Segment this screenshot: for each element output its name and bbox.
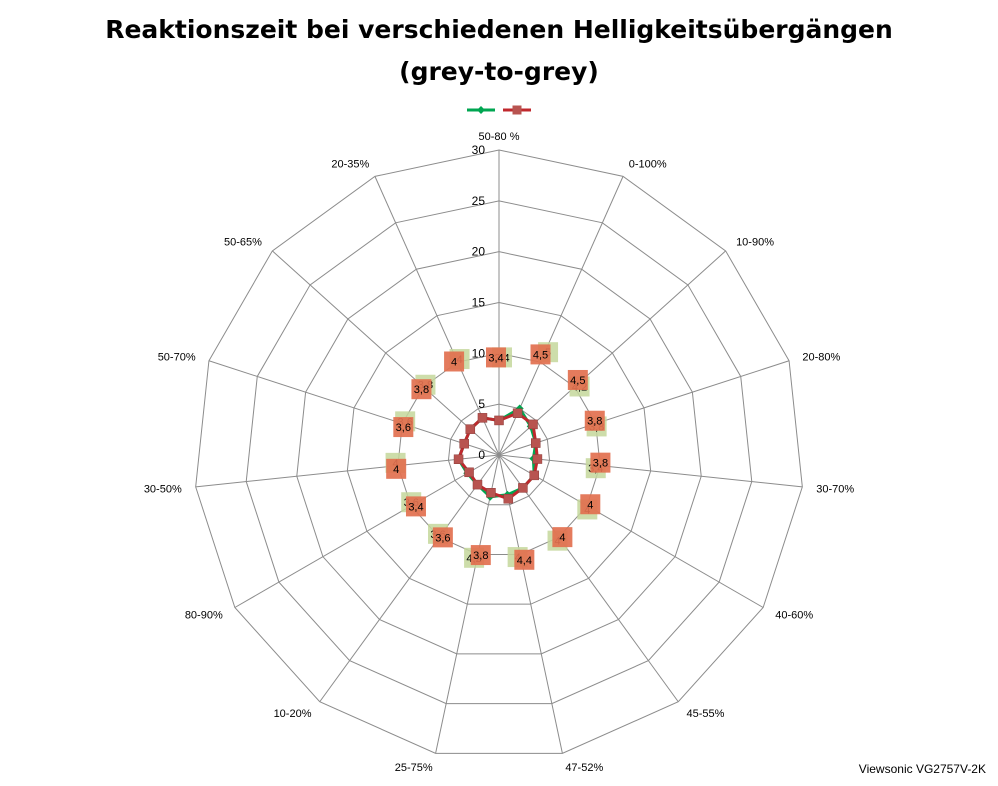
data-label-box	[590, 452, 611, 473]
tick-label: 5	[478, 397, 485, 411]
category-label: 50-65%	[224, 237, 262, 249]
series-2-marker	[530, 438, 541, 448]
radial-tick-labels: 0 5 10 15 20 25 30	[472, 143, 486, 462]
category-labels: 50-80 % 0-100% 10-90% 20-80% 30-70% 40-60% 45-…	[144, 131, 855, 774]
grid-spoke	[208, 360, 500, 456]
series-2-marker	[512, 408, 523, 418]
data-labels: 3,454,23,83,44444,23,63,643,63,843,44,54…	[385, 342, 611, 570]
series-line-2	[457, 411, 539, 501]
data-label: 3,6	[435, 532, 450, 544]
category-label: 20-80%	[802, 351, 840, 363]
tick-label: 10	[472, 346, 486, 360]
category-label: 47-52%	[565, 762, 603, 774]
series-2-marker	[465, 424, 476, 434]
data-label: 4	[587, 499, 593, 511]
series-2-marker	[529, 470, 539, 481]
data-label: 4	[393, 464, 399, 476]
data-label-box	[567, 369, 588, 390]
data-label-box	[552, 527, 573, 548]
grid-spoke	[195, 454, 500, 488]
grid-spoke	[498, 454, 803, 488]
tick-label: 30	[472, 143, 486, 157]
data-label-box	[486, 347, 506, 368]
chart-subtitle: (grey-to-grey)	[399, 57, 599, 86]
series-2-marker	[464, 467, 474, 478]
data-label: 3,6	[396, 422, 411, 434]
data-label-box	[432, 527, 453, 548]
grid-ring-5	[447, 403, 551, 506]
category-label: 25-75%	[395, 762, 433, 774]
data-label: 3,4	[408, 501, 423, 513]
category-label: 10-20%	[274, 708, 312, 720]
data-label: 3,8	[587, 416, 602, 428]
tick-label: 20	[472, 245, 486, 259]
series-2-marker	[486, 488, 496, 498]
category-label: 10-90%	[736, 237, 774, 249]
series-2-marker	[494, 415, 504, 426]
data-label: 4,4	[517, 555, 532, 567]
category-label: 20-35%	[331, 159, 369, 171]
series-2-marker	[477, 413, 488, 423]
tick-label: 0	[478, 448, 485, 462]
grid-ring-15	[346, 301, 652, 605]
series-2-marker	[532, 454, 543, 464]
legend-marker-series-1	[477, 106, 485, 114]
series-2-marker	[528, 419, 538, 430]
data-label-box	[444, 351, 465, 372]
tick-label: 25	[472, 194, 486, 208]
grid-ring-20	[296, 251, 702, 655]
category-label: 50-70%	[158, 351, 196, 363]
category-label: 80-90%	[185, 610, 223, 622]
data-label: 3,8	[473, 550, 488, 562]
data-label-box	[470, 545, 491, 566]
grid-ring-10	[397, 352, 601, 555]
data-label: 3,4	[488, 352, 503, 364]
data-label-box	[580, 494, 601, 515]
grid-ring-30	[195, 149, 803, 754]
category-label: 50-80 %	[479, 131, 520, 143]
grid-spoke	[272, 250, 500, 456]
data-label-box	[584, 410, 605, 431]
data-label: 3,8	[414, 384, 429, 396]
series-layer	[453, 404, 543, 504]
data-label: 4	[559, 532, 565, 544]
data-label: 4,5	[533, 349, 548, 361]
grid-spoke	[319, 454, 500, 703]
series-2-marker	[472, 479, 483, 490]
data-label-box	[386, 458, 407, 479]
footer-source: Viewsonic VG2757V-2K	[858, 762, 986, 776]
legend	[467, 105, 531, 115]
series-2-marker	[518, 483, 528, 493]
data-label-box	[405, 496, 426, 517]
grid-spoke	[234, 454, 500, 608]
data-label-box	[393, 417, 414, 438]
category-label: 40-60%	[775, 610, 813, 622]
data-label-box	[514, 549, 535, 570]
grid-ring-25	[245, 200, 753, 705]
legend-marker-series-2	[512, 105, 522, 115]
tick-label: 15	[472, 296, 486, 310]
category-label: 0-100%	[629, 159, 667, 171]
category-label: 45-55%	[687, 708, 725, 720]
series-2-marker	[503, 494, 514, 504]
radar-grid	[195, 149, 803, 754]
grid-spoke	[435, 454, 500, 754]
chart-title: Reaktionszeit bei verschiedenen Helligke…	[105, 15, 893, 44]
grid-spoke	[374, 176, 500, 456]
category-label: 30-50%	[144, 483, 182, 495]
category-label: 30-70%	[816, 483, 854, 495]
data-label: 4,5	[570, 375, 585, 387]
data-label: 4	[451, 356, 457, 368]
series-2-marker	[459, 438, 469, 449]
series-2-marker	[453, 454, 464, 465]
data-label: 3,8	[593, 458, 608, 470]
data-label-box	[530, 344, 551, 365]
grid-spoke	[498, 454, 764, 608]
grid-spoke	[498, 454, 679, 703]
grid-spoke	[498, 454, 563, 754]
data-label-box	[411, 379, 432, 400]
grid-spoke	[498, 360, 790, 456]
